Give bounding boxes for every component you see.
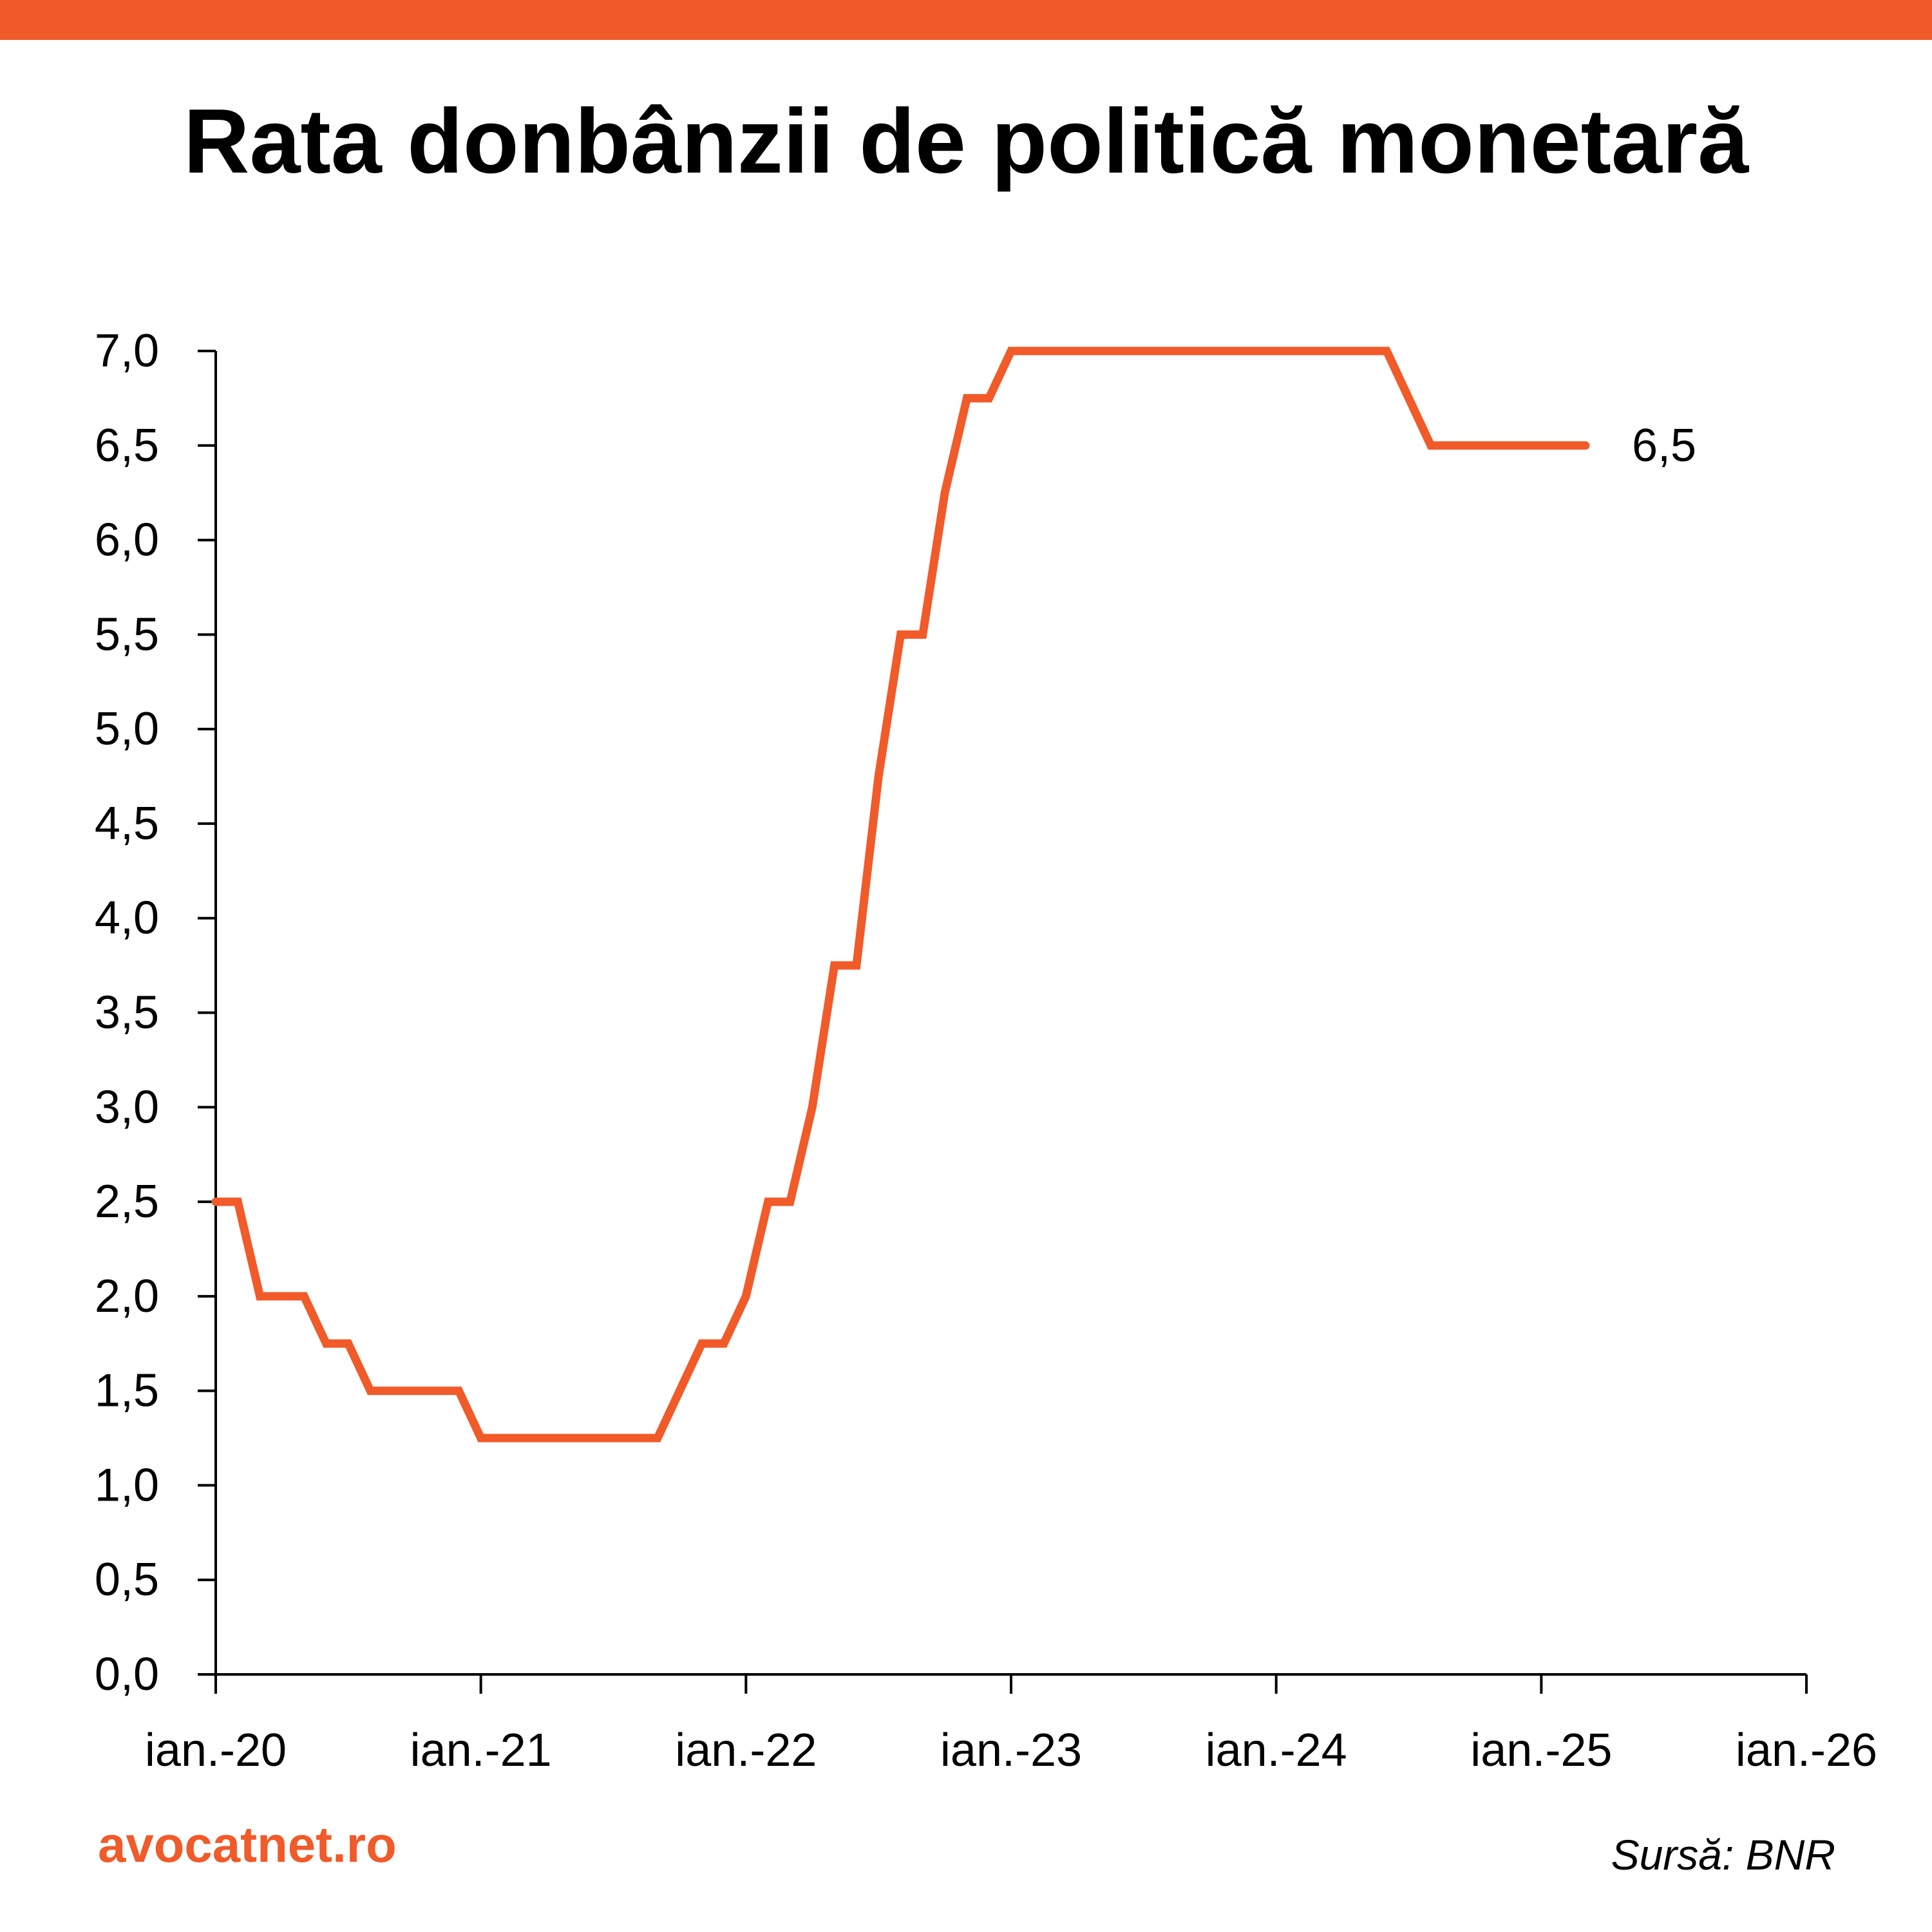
y-tick-label: 6,0 [95,515,159,566]
last-value-label: 6,5 [1632,420,1696,471]
y-tick-label: 4,0 [95,893,159,944]
y-tick-label: 0,5 [95,1554,159,1605]
y-tick-label: 5,0 [95,703,159,755]
y-tick-label: 1,5 [95,1365,159,1417]
y-tick-label: 4,5 [95,798,159,849]
source-note: Sursă: BNR [1611,1831,1835,1879]
brand-logo-text: avocatnet.ro [98,1816,397,1873]
x-tick-label: ian.-26 [1736,1725,1877,1776]
y-tick-label: 7,0 [95,325,159,377]
y-tick-label: 5,5 [95,609,159,660]
y-tick-label: 2,0 [95,1271,159,1322]
y-tick-label: 1,0 [95,1459,159,1511]
x-tick-label: ian.-20 [145,1725,287,1776]
policy-rate-line [211,346,1590,1443]
y-tick-label: 0,0 [95,1649,159,1700]
y-tick-label: 3,5 [95,987,159,1039]
x-tick-label: ian.-25 [1470,1725,1612,1776]
x-tick-label: ian.-21 [410,1725,552,1776]
x-tick-label: ian.-22 [675,1725,817,1776]
top-accent-bar [0,0,1932,40]
x-tick-label: ian.-23 [940,1725,1082,1776]
y-tick-label: 6,5 [95,420,159,471]
x-tick-label: ian.-24 [1206,1725,1347,1776]
y-tick-label: 3,0 [95,1081,159,1133]
y-tick-label: 2,5 [95,1176,159,1227]
chart-title: Rata donbânzii de politică monetară [183,90,1749,193]
